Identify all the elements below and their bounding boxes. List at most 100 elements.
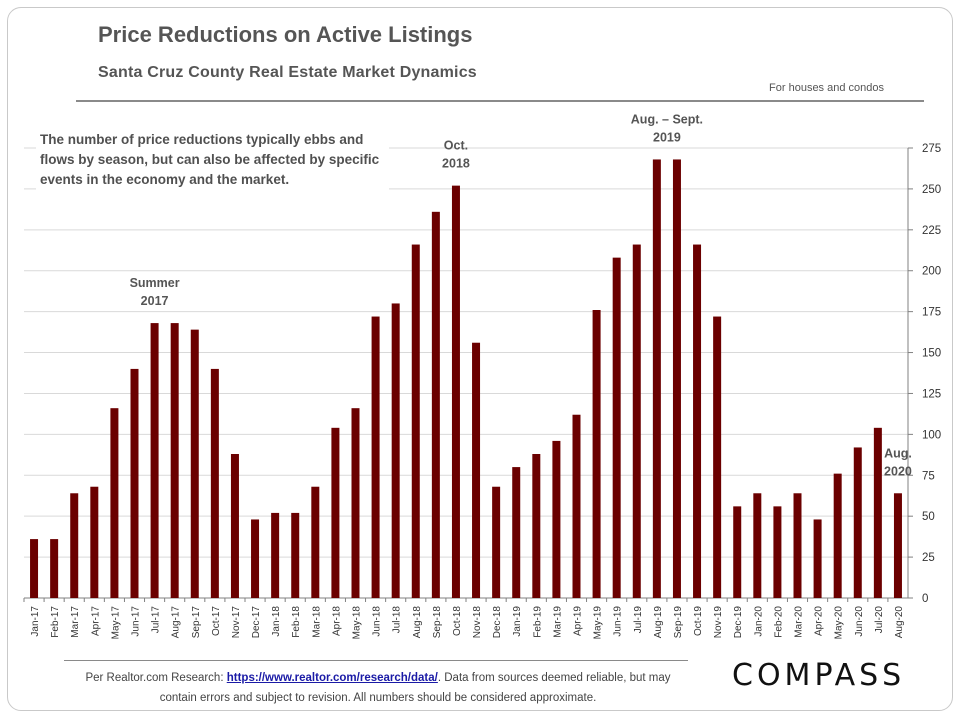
bar — [753, 493, 762, 598]
bar — [331, 427, 340, 598]
x-tick-label: Apr-19 — [573, 606, 584, 636]
x-tick-label: Jul-20 — [874, 606, 885, 634]
bar — [90, 486, 99, 598]
x-tick-label: Feb-17 — [50, 606, 61, 638]
bar — [391, 303, 400, 598]
bar — [251, 519, 260, 598]
bar — [713, 316, 722, 598]
bar — [552, 440, 561, 598]
bar — [451, 185, 460, 599]
bar — [632, 244, 641, 598]
source-prefix: Per Realtor.com Research: — [85, 672, 227, 684]
x-tick-label: Mar-18 — [311, 606, 322, 638]
x-tick-label: Jun-18 — [372, 606, 383, 637]
x-tick-label: Mar-20 — [794, 606, 805, 638]
bar — [853, 447, 862, 598]
x-tick-label: Jul-17 — [151, 606, 162, 634]
bar — [50, 539, 59, 598]
bar — [371, 316, 380, 598]
x-tick-label: Jan-20 — [753, 606, 764, 637]
bar — [572, 414, 581, 598]
x-tick-label: Oct-19 — [693, 606, 704, 636]
annotation-label: 2017 — [141, 294, 169, 308]
y-tick-label: 200 — [922, 266, 941, 278]
y-tick-label: 125 — [922, 388, 941, 400]
x-tick-label: Aug-19 — [653, 606, 664, 639]
x-tick-label: Jan-18 — [271, 606, 282, 637]
y-tick-label: 100 — [922, 429, 941, 441]
annotation-label: 2019 — [653, 130, 681, 144]
x-tick-label: Nov-18 — [472, 606, 483, 639]
bar — [130, 368, 139, 598]
bar — [833, 473, 842, 598]
x-tick-label: Feb-19 — [532, 606, 543, 638]
bar — [311, 486, 320, 598]
footer-divider — [64, 660, 688, 661]
x-tick-label: Nov-19 — [713, 606, 724, 639]
y-tick-label: 275 — [922, 143, 941, 155]
x-tick-label: Mar-17 — [70, 606, 81, 638]
x-tick-label: Sep-19 — [673, 606, 684, 639]
x-tick-label: Jun-17 — [131, 606, 142, 637]
bar — [893, 493, 902, 598]
bar — [873, 427, 882, 598]
bar — [492, 486, 501, 598]
bar — [512, 467, 521, 598]
x-tick-label: May-17 — [110, 606, 121, 640]
x-tick-label: Oct-18 — [452, 606, 463, 636]
x-tick-label: Jul-18 — [392, 606, 403, 634]
bar — [110, 408, 119, 598]
x-tick-label: Nov-17 — [231, 606, 242, 639]
bar — [793, 493, 802, 598]
bar — [70, 493, 79, 598]
bar — [472, 342, 481, 598]
y-tick-label: 75 — [922, 470, 935, 482]
x-tick-label: Jun-20 — [854, 606, 865, 637]
bar — [733, 506, 742, 598]
annotation-label: 2018 — [442, 157, 470, 171]
bar — [170, 323, 179, 598]
x-tick-label: Jan-19 — [512, 606, 523, 637]
x-tick-label: Apr-17 — [90, 606, 101, 636]
x-tick-label: Dec-19 — [733, 606, 744, 639]
page-subtitle: Santa Cruz County Real Estate Market Dyn… — [98, 64, 477, 81]
x-tick-label: Dec-17 — [251, 606, 262, 639]
x-tick-label: May-19 — [593, 606, 604, 640]
annotation-label: Aug. — [884, 446, 912, 460]
x-tick-label: Mar-19 — [552, 606, 563, 638]
x-tick-label: Aug-18 — [412, 606, 423, 639]
x-tick-label: Sep-17 — [191, 606, 202, 639]
x-tick-label: Sep-18 — [432, 606, 443, 639]
x-tick-label: Jul-19 — [633, 606, 644, 634]
x-tick-label: Apr-20 — [814, 606, 825, 636]
bar — [693, 244, 702, 598]
y-tick-label: 0 — [922, 593, 928, 605]
x-tick-label: Feb-20 — [773, 606, 784, 638]
x-tick-label: May-20 — [834, 606, 845, 640]
x-tick-label: Feb-18 — [291, 606, 302, 638]
bar — [351, 408, 360, 598]
bar — [652, 159, 661, 599]
source-link[interactable]: https://www.realtor.com/research/data/ — [226, 672, 438, 684]
bar — [291, 512, 300, 598]
x-tick-label: May-18 — [352, 606, 363, 640]
bar — [150, 323, 159, 598]
x-tick-label: Apr-18 — [331, 606, 342, 636]
bar — [230, 454, 239, 598]
bar — [210, 368, 219, 598]
x-tick-label: Dec-18 — [492, 606, 503, 639]
bar — [612, 257, 621, 598]
bar — [592, 310, 601, 598]
bar — [813, 519, 822, 598]
scope-note: For houses and condos — [769, 82, 884, 94]
bar — [271, 512, 280, 598]
bar — [411, 244, 420, 598]
source-note: Per Realtor.com Research: https://www.re… — [78, 668, 678, 708]
page-title: Price Reductions on Active Listings — [98, 22, 473, 47]
bar — [773, 506, 782, 598]
y-tick-label: 50 — [922, 511, 935, 523]
x-tick-label: Aug-20 — [894, 606, 905, 639]
x-tick-label: Jan-17 — [30, 606, 41, 637]
annotation-label: Oct. — [444, 139, 468, 153]
